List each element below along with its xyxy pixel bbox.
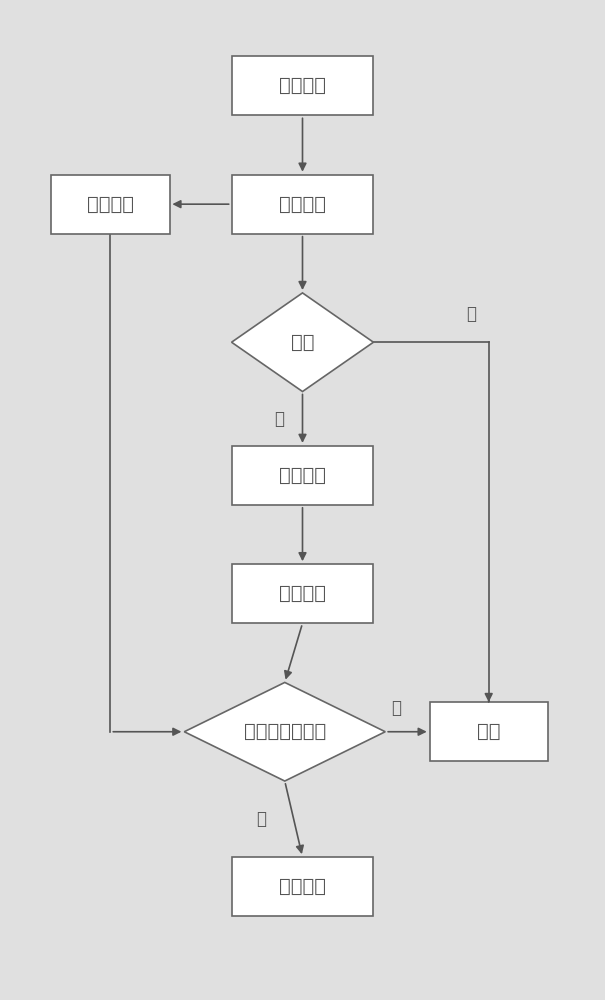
Bar: [430, 702, 548, 761]
Text: 否: 否: [391, 699, 401, 717]
Text: 击中油筱: 击中油筱: [279, 195, 326, 214]
Text: 燃油泄漏: 燃油泄漏: [279, 466, 326, 485]
Text: 否: 否: [466, 304, 476, 322]
Polygon shape: [232, 293, 373, 392]
Bar: [51, 175, 169, 234]
Text: 是: 是: [256, 810, 266, 828]
Text: 是: 是: [274, 410, 284, 428]
Text: 结束: 结束: [477, 722, 500, 741]
Text: 干舱燃烧: 干舱燃烧: [279, 877, 326, 896]
Text: 穿透: 穿透: [291, 333, 314, 352]
Text: 燃油蔓发: 燃油蔓发: [279, 584, 326, 603]
Bar: [232, 857, 373, 916]
Polygon shape: [185, 682, 385, 781]
Bar: [232, 564, 373, 623]
Text: 金属碎片: 金属碎片: [279, 76, 326, 95]
Text: 碰撞火花: 碰撞火花: [87, 195, 134, 214]
Bar: [232, 175, 373, 234]
Bar: [232, 56, 373, 115]
Text: 燃烧判据满足？: 燃烧判据满足？: [244, 722, 326, 741]
Bar: [232, 446, 373, 505]
